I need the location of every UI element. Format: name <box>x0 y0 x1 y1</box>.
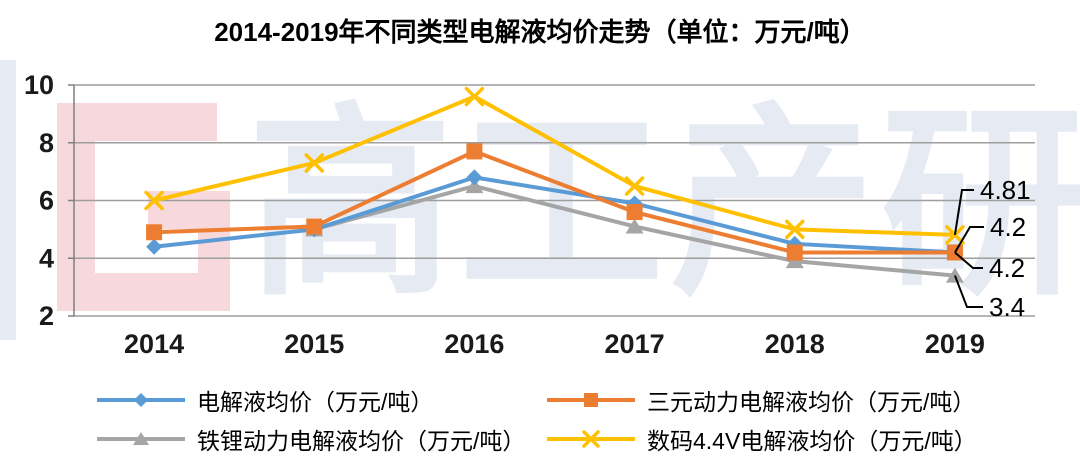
legend-x-marker-icon <box>547 430 635 448</box>
legend-triangle-marker-icon <box>97 432 185 445</box>
chart-title: 2014-2019年不同类型电解液均价走势（单位：万元/吨） <box>214 17 866 47</box>
line-chart-plot: 2 4 6 8 10 2014 2015 2016 2017 2018 2019 4.81 4.2 4.2… <box>24 70 1035 359</box>
chart-legend: 电解液均价（万元/吨） 三元动力电解液均价（万元/吨） 铁锂动力电解液均价（万元… <box>95 383 1025 456</box>
svg-text:2017: 2017 <box>605 329 665 359</box>
legend-item-electrolyte-avg: 电解液均价（万元/吨） <box>95 383 545 417</box>
legend-diamond-marker-icon <box>97 393 185 407</box>
svg-text:3.4: 3.4 <box>989 292 1025 322</box>
legend-label: 电解液均价（万元/吨） <box>197 389 434 415</box>
svg-text:2019: 2019 <box>925 329 985 359</box>
svg-text:2015: 2015 <box>284 329 344 359</box>
legend-square-marker-icon <box>547 393 635 407</box>
legend-label: 数码4.4V电解液均价（万元/吨） <box>647 428 977 454</box>
svg-text:2: 2 <box>39 301 54 331</box>
svg-text:4: 4 <box>39 243 54 273</box>
svg-text:4.81: 4.81 <box>980 175 1031 205</box>
svg-text:2016: 2016 <box>444 329 504 359</box>
legend-label: 铁锂动力电解液均价（万元/吨） <box>197 428 526 454</box>
svg-text:2014: 2014 <box>124 329 184 359</box>
svg-text:4.2: 4.2 <box>989 253 1025 283</box>
svg-text:6: 6 <box>39 186 54 216</box>
svg-text:8: 8 <box>39 128 54 158</box>
svg-text:4.2: 4.2 <box>990 212 1026 242</box>
legend-item-lfp-power: 铁锂动力电解液均价（万元/吨） <box>95 422 545 456</box>
legend-item-ternary-power: 三元动力电解液均价（万元/吨） <box>545 383 1025 417</box>
svg-text:2018: 2018 <box>765 329 825 359</box>
legend-label: 三元动力电解液均价（万元/吨） <box>647 389 976 415</box>
svg-text:10: 10 <box>24 70 54 100</box>
legend-item-digital-44v: 数码4.4V电解液均价（万元/吨） <box>545 422 1025 456</box>
